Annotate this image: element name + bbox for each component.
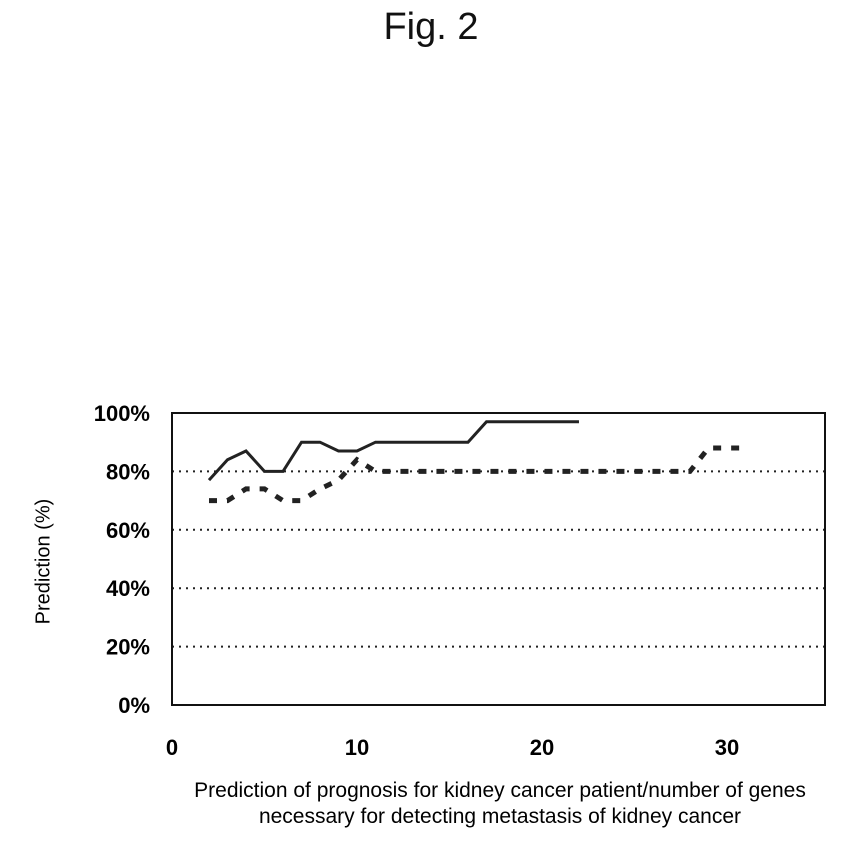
x-tick-label: 10	[345, 735, 369, 760]
x-axis-label-line2: necessary for detecting metastasis of ki…	[258, 805, 742, 828]
y-tick-label: 60%	[106, 518, 150, 543]
y-tick-label: 80%	[106, 459, 150, 484]
x-tick-label: 20	[530, 735, 554, 760]
x-axis-label: Prediction of prognosis for kidney cance…	[100, 778, 862, 830]
y-tick-label: 100%	[94, 401, 150, 426]
y-tick-label: 20%	[106, 635, 150, 660]
x-tick-label: 30	[715, 735, 739, 760]
y-tick-label: 0%	[118, 693, 150, 718]
series-line-metastasis	[208, 445, 746, 504]
x-tick-label: 0	[166, 735, 178, 760]
series-line-prognosis	[207, 420, 579, 482]
x-axis-label-line1: Prediction of prognosis for kidney cance…	[194, 779, 806, 802]
figure-title: Fig. 2	[383, 6, 479, 48]
y-tick-label: 40%	[106, 576, 150, 601]
plot-frame	[171, 412, 826, 706]
